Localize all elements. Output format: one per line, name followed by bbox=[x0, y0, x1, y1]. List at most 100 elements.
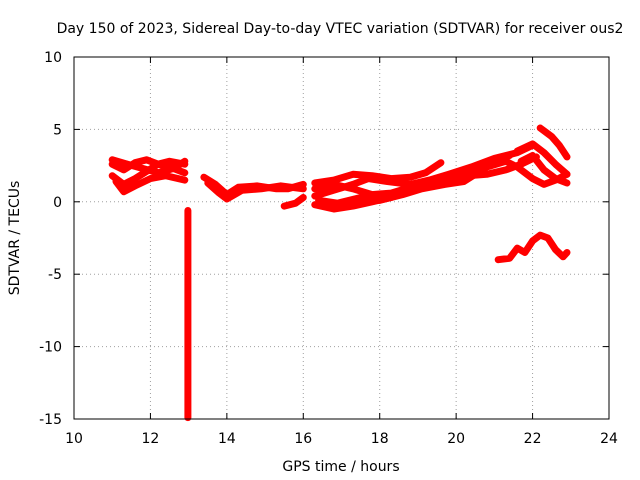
data-point bbox=[109, 172, 116, 179]
data-point bbox=[552, 246, 559, 253]
series-track-m bbox=[513, 140, 571, 178]
y-axis-label: SDTVAR / TECUs bbox=[7, 181, 23, 296]
series-band bbox=[112, 172, 189, 196]
data-point bbox=[132, 175, 139, 182]
data-point bbox=[311, 185, 318, 192]
data-point bbox=[184, 214, 191, 221]
data-point bbox=[399, 191, 406, 198]
data-point bbox=[349, 171, 356, 178]
data-point bbox=[506, 255, 513, 262]
data-point bbox=[311, 193, 318, 200]
data-point bbox=[170, 165, 177, 172]
series-band bbox=[280, 194, 307, 210]
data-point bbox=[147, 175, 154, 182]
axis-ticks: 10 12 14 16 18 20 22 24 -15 -10 -5 0 5 10 bbox=[39, 50, 618, 447]
data-point bbox=[300, 185, 307, 192]
data-point bbox=[365, 175, 372, 182]
data-point bbox=[113, 178, 120, 185]
data-point bbox=[376, 197, 383, 204]
data-point bbox=[514, 148, 521, 155]
data-point bbox=[437, 159, 444, 166]
data-point bbox=[181, 177, 188, 184]
data-point bbox=[514, 164, 521, 171]
data-point bbox=[155, 161, 162, 168]
x-tick-label: 10 bbox=[65, 431, 83, 447]
x-tick-label: 18 bbox=[371, 431, 389, 447]
data-point bbox=[330, 206, 337, 213]
data-points bbox=[108, 124, 571, 422]
y-tick-label: -10 bbox=[39, 340, 62, 356]
data-point bbox=[239, 187, 246, 194]
series-track-f bbox=[204, 179, 307, 203]
data-point bbox=[483, 164, 490, 171]
data-point bbox=[518, 158, 525, 165]
series-band bbox=[494, 231, 571, 264]
data-point bbox=[483, 171, 490, 178]
data-point bbox=[300, 194, 307, 201]
data-point bbox=[548, 133, 555, 140]
data-point bbox=[204, 179, 211, 186]
data-point bbox=[544, 235, 551, 241]
data-point bbox=[563, 179, 570, 186]
data-point bbox=[349, 203, 356, 210]
data-point bbox=[537, 232, 544, 239]
data-point bbox=[181, 169, 188, 176]
data-point bbox=[495, 256, 502, 263]
data-point bbox=[124, 161, 131, 168]
x-tick-label: 24 bbox=[600, 431, 618, 447]
data-point bbox=[563, 171, 570, 178]
data-point bbox=[556, 142, 563, 149]
y-tick-label: 5 bbox=[53, 122, 62, 138]
data-point bbox=[560, 253, 567, 260]
x-axis-label: GPS time / hours bbox=[282, 459, 399, 475]
data-point bbox=[529, 237, 536, 244]
data-point bbox=[184, 414, 191, 421]
data-point bbox=[541, 166, 548, 173]
data-point bbox=[330, 181, 337, 188]
data-point bbox=[552, 175, 559, 182]
data-point bbox=[166, 158, 173, 165]
x-tick-label: 14 bbox=[218, 431, 236, 447]
data-point bbox=[292, 200, 299, 207]
data-point bbox=[311, 179, 318, 186]
data-point bbox=[521, 249, 528, 256]
data-point bbox=[502, 166, 509, 173]
data-point bbox=[418, 185, 425, 192]
data-point bbox=[541, 181, 548, 188]
y-tick-label: -15 bbox=[39, 412, 62, 428]
data-point bbox=[120, 188, 127, 195]
series-band bbox=[536, 124, 571, 161]
grid-lines bbox=[74, 57, 609, 419]
data-point bbox=[491, 155, 498, 162]
x-tick-label: 12 bbox=[142, 431, 160, 447]
y-tick-label: 0 bbox=[53, 195, 62, 211]
y-tick-label: 10 bbox=[44, 50, 62, 66]
data-point bbox=[223, 195, 230, 202]
data-point bbox=[460, 178, 467, 185]
series-track-l bbox=[315, 157, 571, 207]
series-track-d bbox=[108, 156, 189, 177]
series-track-o bbox=[536, 124, 571, 161]
chart-title: Day 150 of 2023, Sidereal Day-to-day VTE… bbox=[57, 21, 624, 37]
data-point bbox=[537, 124, 544, 131]
data-point bbox=[181, 158, 188, 165]
y-tick-label: -5 bbox=[48, 267, 62, 283]
data-point bbox=[258, 185, 265, 192]
data-point bbox=[200, 174, 207, 181]
data-point bbox=[311, 201, 318, 208]
data-point bbox=[563, 249, 570, 256]
data-point bbox=[441, 181, 448, 188]
data-point bbox=[552, 161, 559, 168]
data-point bbox=[334, 200, 341, 207]
data-point bbox=[529, 152, 536, 159]
series-track-p bbox=[494, 231, 571, 264]
data-point bbox=[109, 156, 116, 163]
plot-frame bbox=[73, 56, 610, 420]
data-point bbox=[529, 175, 536, 182]
series-track-g bbox=[280, 194, 307, 210]
series-track-n bbox=[517, 152, 571, 187]
data-point bbox=[563, 153, 570, 160]
data-point bbox=[139, 165, 146, 172]
data-point bbox=[514, 245, 521, 252]
